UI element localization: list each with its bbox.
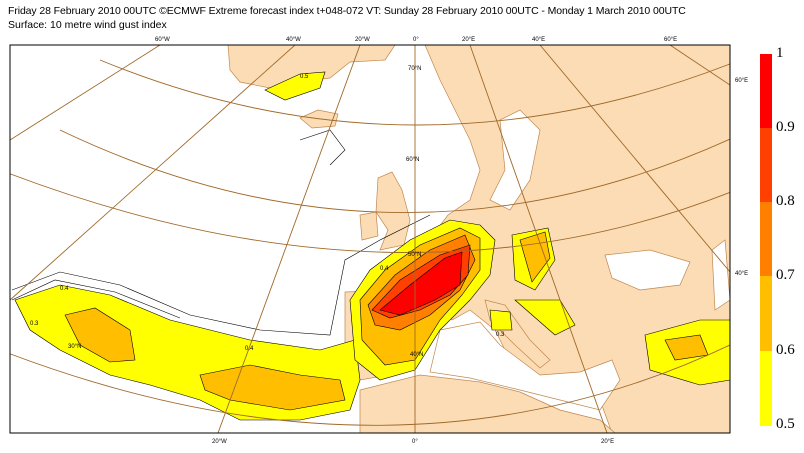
graticule bbox=[10, 45, 730, 433]
black-sea bbox=[604, 249, 691, 291]
lat-label: 50°N bbox=[408, 252, 421, 258]
caspian bbox=[711, 239, 730, 311]
contour-label: 0.4 bbox=[245, 346, 254, 352]
colorbar-level-0.6 bbox=[760, 276, 772, 351]
contour-label: 0.3 bbox=[30, 321, 39, 327]
lat-label: 60°N bbox=[406, 157, 419, 163]
colorbar-label: 0.7 bbox=[776, 267, 795, 283]
lat-label: 30°N bbox=[68, 344, 81, 350]
colorbar-label: 0.6 bbox=[776, 342, 795, 358]
efi-0.5-greenland bbox=[264, 71, 326, 101]
contour-label: 0.4 bbox=[60, 286, 69, 292]
efi-0.6-atlantic-a bbox=[64, 307, 136, 363]
colorbar-level-0.5 bbox=[760, 351, 772, 426]
africa bbox=[359, 374, 616, 433]
lat-label: 70°N bbox=[408, 66, 421, 72]
contour-label: 0.5 bbox=[300, 74, 309, 80]
colorbar-label: 0.9 bbox=[776, 119, 795, 135]
seas bbox=[429, 109, 730, 411]
efi-shading bbox=[14, 71, 730, 421]
map-subtitle: Surface: 10 metre wind gust index bbox=[8, 19, 167, 31]
colorbar bbox=[760, 54, 772, 426]
baltic bbox=[489, 109, 541, 211]
lon-label: 0° bbox=[412, 439, 418, 445]
lon-label: 20°E bbox=[462, 37, 475, 43]
colorbar-level-0.7 bbox=[760, 202, 772, 276]
colorbar-label: 1 bbox=[776, 45, 784, 61]
map-frame bbox=[9, 44, 731, 434]
lon-label: 20°W bbox=[355, 37, 370, 43]
lon-label: 0° bbox=[413, 37, 419, 43]
lat-label: 40°N bbox=[410, 352, 423, 358]
efi-0.9-europe bbox=[379, 251, 463, 316]
lon-label: 60°E bbox=[735, 78, 748, 84]
map-title: Friday 28 February 2010 00UTC ©ECMWF Ext… bbox=[8, 5, 686, 17]
efi-0.6-atlantic-b bbox=[199, 364, 346, 411]
lon-label: 20°W bbox=[212, 439, 227, 445]
colorbar-label: 0.8 bbox=[776, 193, 795, 209]
efi-0.5-balkans bbox=[514, 299, 576, 336]
lon-label: 60°E bbox=[664, 37, 677, 43]
contour-label: 0.3 bbox=[496, 332, 505, 338]
ireland bbox=[359, 211, 379, 241]
lon-label: 40°E bbox=[532, 37, 545, 43]
colorbar-level-0.9 bbox=[760, 54, 772, 128]
contour-lines bbox=[11, 129, 431, 336]
colorbar-level-0.8 bbox=[760, 128, 772, 202]
lon-label: 60°W bbox=[155, 37, 170, 43]
efi-0.5-sardinia bbox=[489, 309, 513, 331]
lon-label: 40°E bbox=[735, 271, 748, 277]
lon-label: 40°W bbox=[286, 37, 301, 43]
contour-label: 0.4 bbox=[380, 266, 389, 272]
uk bbox=[375, 171, 411, 251]
colorbar-label: 0.5 bbox=[776, 416, 795, 432]
mediterranean bbox=[429, 321, 621, 411]
lon-label: 20°E bbox=[601, 439, 614, 445]
